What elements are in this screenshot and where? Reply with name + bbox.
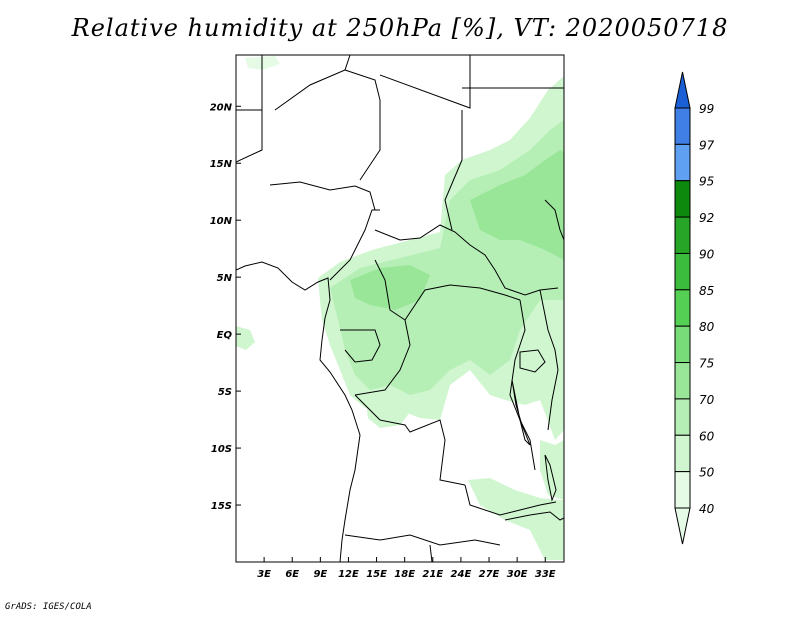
colorbar-label: 85 <box>699 284 714 298</box>
humidity-region-core-east <box>470 150 564 260</box>
lat-tick-label: 20N <box>210 102 233 113</box>
border-angola-south <box>344 534 501 546</box>
colorbar-swatch <box>674 289 691 327</box>
border-car-drc <box>404 284 521 321</box>
chart-title: Relative humidity at 250hPa [%], VT: 202… <box>71 14 729 42</box>
border-nigeria-cameroon <box>329 209 380 281</box>
border-niger-nigeria <box>269 181 376 211</box>
lat-tick-label: 10N <box>210 216 233 227</box>
border-chad-car <box>374 224 559 296</box>
border-chad-sudan <box>444 110 463 231</box>
lon-tick-label: 6E <box>285 569 299 580</box>
colorbar-label: 97 <box>699 138 715 152</box>
colorbar-swatch <box>674 107 691 145</box>
lon-tick-label: 27E <box>479 569 500 580</box>
colorbar: 99 97 95 92 90 85 80 75 70 60 50 40 <box>674 71 715 545</box>
border-namibia-botswana <box>429 544 433 562</box>
colorbar-swatch <box>674 180 691 218</box>
lon-tick-label: 15E <box>366 569 387 580</box>
colorbar-label: 95 <box>699 175 714 189</box>
colorbar-label: 40 <box>699 502 715 516</box>
lon-tick-label: 18E <box>394 569 415 580</box>
lon-tick-label: 3E <box>257 569 271 580</box>
lon-tick-label: 33E <box>535 569 556 580</box>
west-africa-coastline <box>236 261 361 562</box>
colorbar-label: 90 <box>699 247 715 261</box>
lon-tick-label: 12E <box>338 569 359 580</box>
border-gabon <box>340 329 381 363</box>
nile-ethiopia-border <box>544 199 564 241</box>
humidity-region-east-coast <box>540 440 564 500</box>
longitude-axis: 3E 6E 9E 12E 15E 18E 21E 24E 27E 30E 33E <box>257 557 556 580</box>
border-mali-algeria <box>236 110 263 163</box>
lat-tick-label: 10S <box>211 444 232 455</box>
border-drc-east <box>509 299 536 471</box>
colorbar-swatch <box>674 471 691 509</box>
border-mozambique <box>504 511 564 521</box>
humidity-region-core-west <box>350 265 430 310</box>
border-congo-drc <box>354 319 411 396</box>
colorbar-swatch <box>674 252 691 291</box>
grads-credit: GrADS: IGES/COLA <box>5 602 92 612</box>
colorbar-label: 80 <box>699 320 715 334</box>
colorbar-swatch <box>674 434 691 473</box>
latitude-axis: 20N 15N 10N 5N EQ 5S 10S 15S <box>210 102 241 512</box>
humidity-region-atlantic <box>236 326 255 350</box>
border-libya-egypt <box>379 55 471 109</box>
colorbar-label: 99 <box>699 102 714 116</box>
border-niger-algeria <box>274 55 351 111</box>
colorbar-bottom-arrow <box>674 507 691 545</box>
colorbar-label: 70 <box>699 393 715 407</box>
humidity-shading <box>236 56 564 560</box>
colorbar-swatch <box>674 362 691 400</box>
border-east-africa <box>539 289 559 431</box>
colorbar-label: 92 <box>699 211 714 225</box>
lon-tick-label: 30E <box>507 569 528 580</box>
colorbar-swatch <box>674 398 691 436</box>
border-libya-west <box>344 69 381 181</box>
colorbar-label: 50 <box>699 466 715 480</box>
lake-tanganyika <box>511 379 531 446</box>
map-frame <box>235 54 565 563</box>
border-cameroon-car <box>374 259 406 321</box>
colorbar-swatch <box>674 143 691 182</box>
lat-tick-label: 15S <box>211 501 232 512</box>
country-borders <box>236 55 564 562</box>
lon-tick-label: 24E <box>451 569 472 580</box>
lake-malawi <box>544 454 557 502</box>
lon-tick-label: 21E <box>422 569 443 580</box>
colorbar-label: 60 <box>699 429 715 443</box>
lat-tick-label: 5S <box>218 387 232 398</box>
colorbar-swatch <box>674 325 691 364</box>
humidity-region-gabon-coast <box>366 400 410 428</box>
colorbar-label: 75 <box>699 357 714 371</box>
humidity-region-southeast <box>468 478 564 560</box>
lat-tick-label: 5N <box>217 273 233 284</box>
lat-tick-label: 15N <box>210 159 233 170</box>
lat-tick-label: EQ <box>217 330 233 341</box>
colorbar-swatch <box>674 216 691 254</box>
lon-tick-label: 9E <box>313 569 327 580</box>
colorbar-top-arrow <box>674 71 691 109</box>
border-angola-north <box>354 394 466 486</box>
lake-victoria <box>519 349 546 373</box>
border-zambia <box>464 484 557 516</box>
